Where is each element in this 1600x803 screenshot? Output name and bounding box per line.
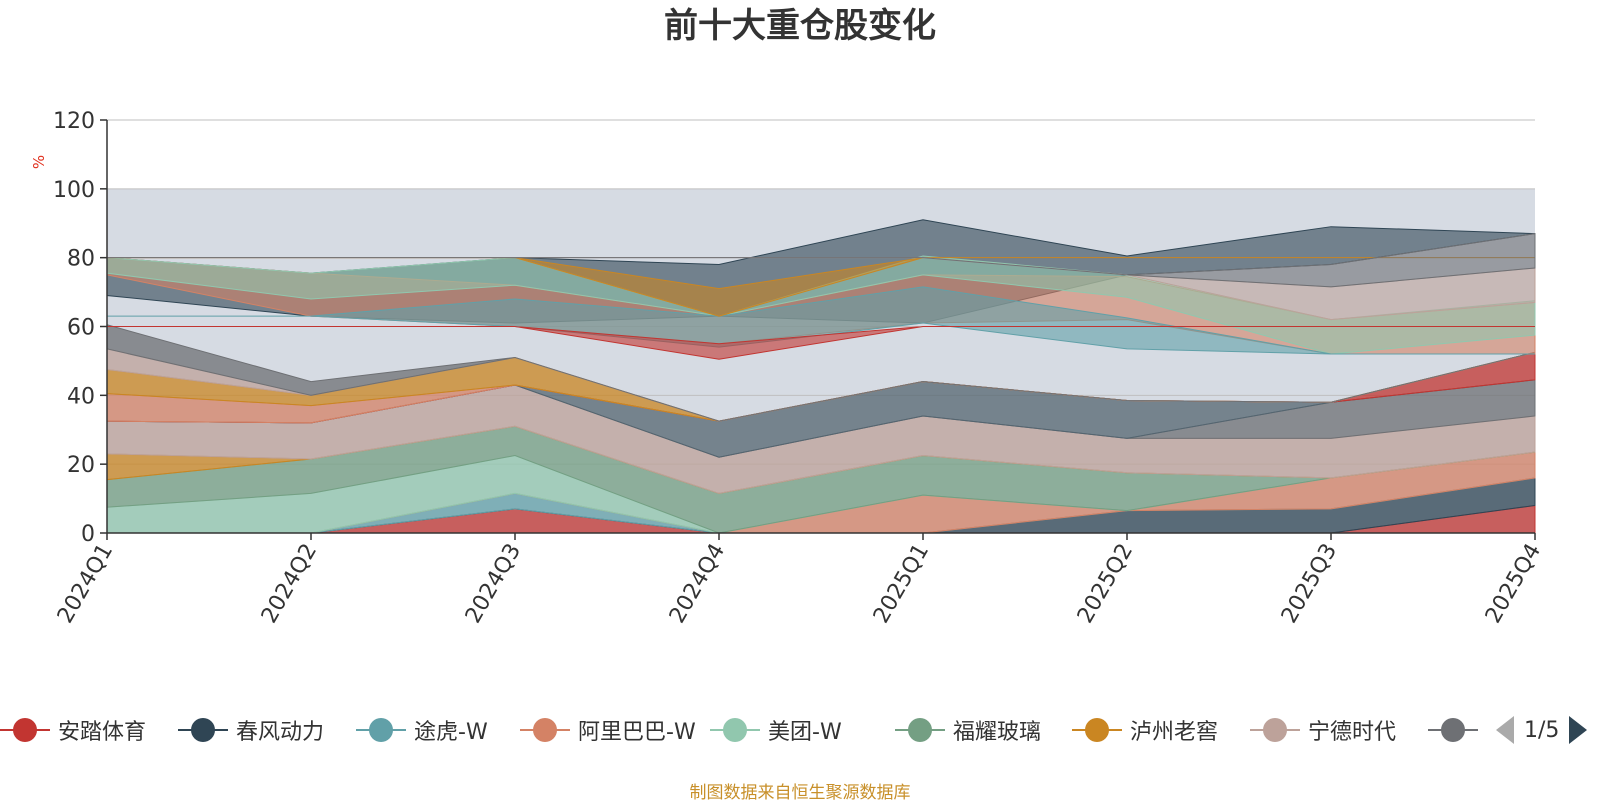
legend-swatch-icon — [0, 712, 50, 748]
area-band-7 — [107, 232, 1536, 288]
legend-item[interactable]: 泸州老窖 — [1072, 712, 1218, 748]
area-series-14 — [106, 324, 1536, 422]
area-band-5 — [107, 326, 1535, 360]
x-tick-label: 2024Q3 — [461, 540, 526, 628]
legend-page-indicator: 1/5 — [1524, 717, 1560, 743]
x-tick-label: 2024Q1 — [53, 540, 118, 628]
legend-swatch-icon — [520, 712, 570, 748]
legend-label: 阿里巴巴-W — [578, 720, 696, 745]
legend-label: 安踏体育 — [58, 720, 147, 745]
legend-swatch-icon — [1428, 712, 1478, 748]
legend-swatch-icon — [1072, 712, 1122, 748]
legend-label: 福耀玻璃 — [953, 720, 1042, 745]
legend-next-page-icon[interactable] — [1569, 716, 1588, 744]
legend-label: 宁德时代 — [1308, 720, 1397, 745]
y-tick-label: 0 — [81, 522, 95, 547]
area-band-4 — [107, 257, 1535, 317]
legend-item[interactable]: 阿里巴巴-W — [520, 712, 696, 748]
legend-item[interactable]: 宁德时代 — [1250, 712, 1396, 748]
y-tick-label: 20 — [67, 453, 95, 478]
legend-label: 泸州老窖 — [1130, 720, 1219, 745]
legend-pager: 1/5 — [1496, 712, 1588, 748]
legend: 安踏体育 春风动力 途虎-W 阿里巴巴-W 美团-W 福耀玻璃 泸州老窖 宁德时代 — [0, 712, 1600, 748]
x-tick-label: 2025Q4 — [1481, 540, 1546, 628]
legend-swatch-icon — [178, 712, 228, 748]
legend-item[interactable]: 途虎-W — [356, 712, 488, 748]
legend-swatch-icon — [895, 712, 945, 748]
chart-title: 前十大重仓股变化 — [664, 6, 936, 46]
y-tick-label: 120 — [53, 109, 95, 134]
legend-item[interactable]: 福耀玻璃 — [895, 712, 1041, 748]
x-tick-label: 2025Q2 — [1073, 540, 1138, 628]
legend-prev-page-icon[interactable] — [1496, 716, 1514, 744]
legend-item[interactable] — [1428, 712, 1486, 748]
legend-label: 春风动力 — [236, 720, 325, 745]
y-tick-label: 100 — [53, 178, 95, 203]
source-note: 制图数据来自恒生聚源数据库 — [689, 783, 911, 803]
area-layer — [106, 219, 1536, 534]
y-tick-label: 60 — [67, 316, 95, 341]
x-tick-label: 2024Q4 — [665, 540, 730, 628]
legend-item[interactable]: 春风动力 — [178, 712, 324, 748]
y-tick-label: 80 — [67, 247, 95, 272]
x-tick-label: 2025Q3 — [1277, 540, 1342, 628]
legend-item[interactable]: 美团-W — [710, 712, 842, 748]
legend-label: 途虎-W — [414, 720, 488, 745]
legend-swatch-icon — [1250, 712, 1300, 748]
y-tick-label: 40 — [67, 384, 95, 409]
y-axis-unit-label: % — [30, 155, 48, 169]
legend-swatch-icon — [356, 712, 406, 748]
legend-swatch-icon — [710, 712, 760, 748]
legend-label: 美团-W — [768, 720, 842, 745]
x-tick-label: 2024Q2 — [257, 540, 322, 628]
x-tick-label: 2025Q1 — [869, 540, 934, 628]
legend-item[interactable]: 安踏体育 — [0, 712, 146, 748]
